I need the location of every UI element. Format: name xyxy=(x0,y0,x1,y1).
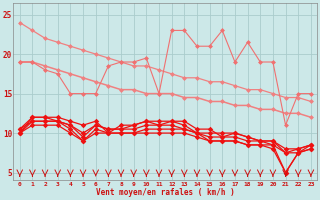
X-axis label: Vent moyen/en rafales ( km/h ): Vent moyen/en rafales ( km/h ) xyxy=(96,188,235,197)
